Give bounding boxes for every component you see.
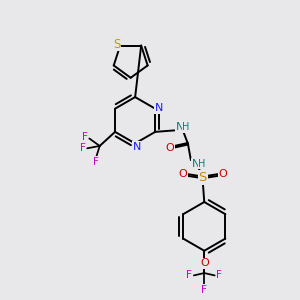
Text: O: O: [200, 258, 209, 268]
Text: N: N: [132, 142, 141, 152]
Text: S: S: [199, 171, 207, 184]
Text: F: F: [216, 270, 222, 280]
Text: F: F: [201, 285, 207, 295]
Text: F: F: [187, 270, 192, 280]
Text: N: N: [176, 122, 184, 132]
Text: O: O: [178, 169, 187, 179]
Text: O: O: [218, 169, 227, 179]
Text: F: F: [80, 143, 86, 153]
Text: N: N: [192, 159, 200, 169]
Text: N: N: [155, 103, 163, 113]
Text: H: H: [199, 159, 206, 169]
Text: F: F: [82, 132, 88, 142]
Text: H: H: [182, 122, 190, 132]
Text: S: S: [113, 38, 120, 50]
Text: O: O: [166, 143, 175, 153]
Text: F: F: [93, 157, 99, 167]
